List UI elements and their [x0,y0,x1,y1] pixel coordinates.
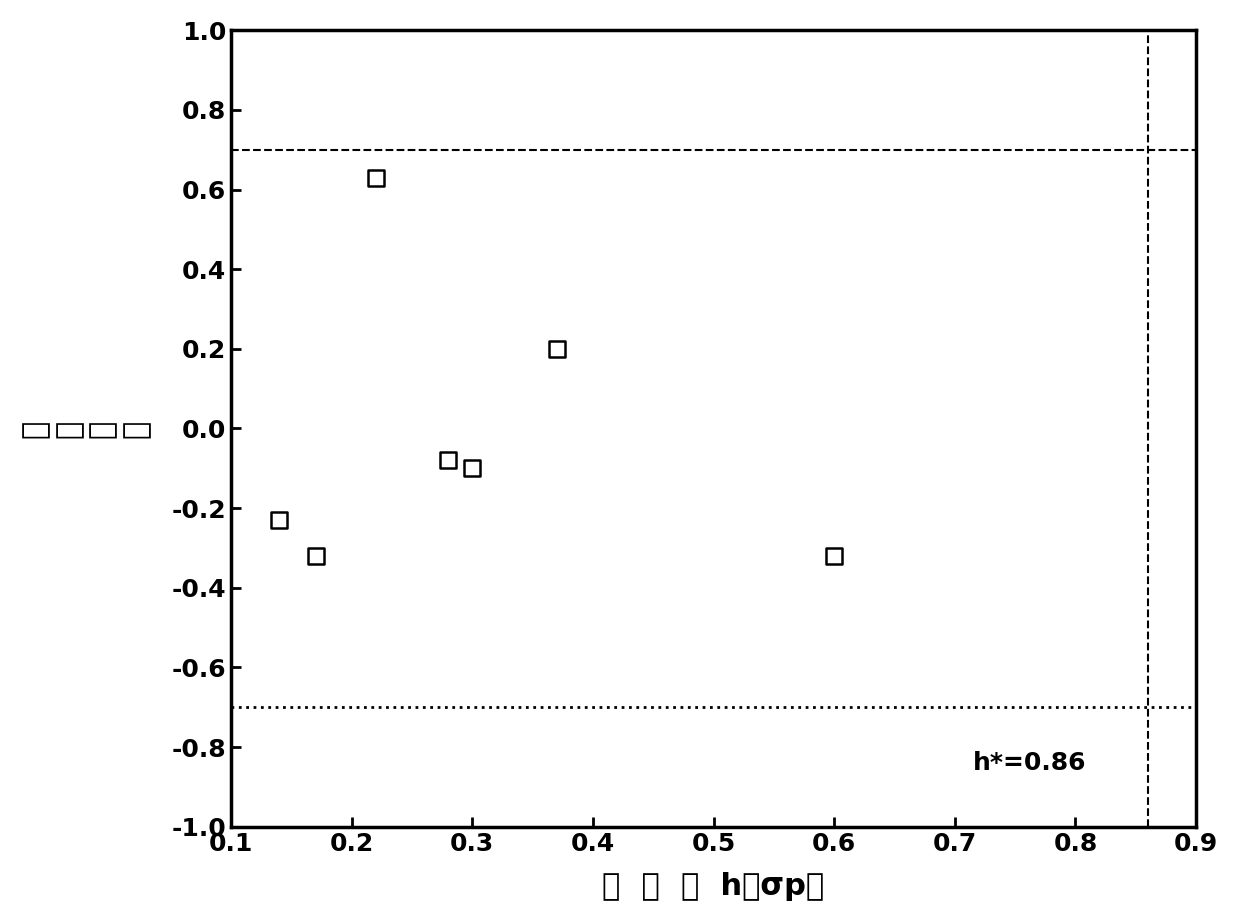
Point [824,549,844,563]
Y-axis label: 标
准
残
差: 标 准 残 差 [21,420,151,438]
X-axis label: 杠  杆  値  h（σp）: 杠 杆 値 h（σp） [602,872,825,901]
Point [462,461,482,476]
Text: h*=0.86: h*=0.86 [973,751,1087,774]
Point [306,549,326,563]
Point [269,513,289,527]
Point [439,453,458,467]
Point [366,171,385,185]
Point [546,341,566,356]
